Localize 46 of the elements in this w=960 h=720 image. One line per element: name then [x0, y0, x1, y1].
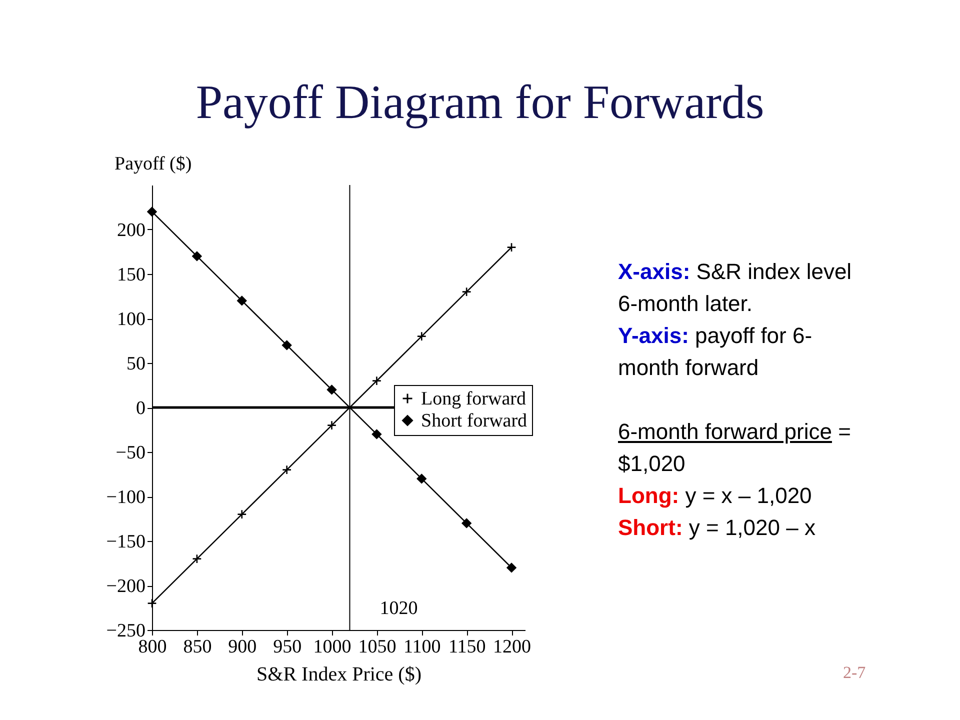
point: [416, 474, 426, 484]
text: Y-axis: payoff for 6-month forward: [618, 322, 814, 382]
legend-label: Short forward: [421, 410, 528, 432]
point: [326, 420, 337, 430]
point: [462, 518, 472, 528]
text: Short: y = 1,020 – x: [618, 514, 816, 542]
point: [147, 206, 157, 217]
point: [506, 562, 516, 573]
y-axis-title: Payoff ($): [114, 154, 192, 174]
y-tick-label: −150: [106, 532, 146, 552]
point: [237, 509, 247, 520]
y-tick-label: −50: [116, 442, 146, 464]
point: [506, 242, 516, 252]
y-tick-label: 100: [117, 309, 146, 330]
x-axis-title: S&R Index Price ($): [256, 664, 422, 686]
x-tick-label: 950: [273, 636, 302, 658]
x-tick-label: 1000: [313, 636, 352, 658]
text: X-axis: S&R index level 6-month later.: [618, 258, 853, 318]
point: [282, 340, 292, 350]
point: [372, 429, 382, 440]
x-tick-label: 1200: [493, 636, 532, 658]
point: [282, 464, 292, 475]
y-tick-label: −100: [106, 487, 146, 508]
point: [326, 384, 337, 395]
point: [416, 331, 426, 342]
x-tick-label: 1100: [403, 636, 441, 658]
x-tick-label: 900: [228, 636, 257, 658]
x-tick-label: 850: [183, 636, 212, 658]
point: [372, 376, 382, 386]
point: [192, 554, 202, 564]
text: 2-7: [843, 663, 866, 683]
y-tick-label: −200: [106, 576, 146, 597]
point: [147, 598, 157, 608]
point: [462, 286, 472, 297]
point: [192, 251, 202, 262]
point: [237, 296, 247, 306]
y-tick-label: 150: [117, 264, 146, 286]
y-tick-label: 200: [117, 220, 146, 241]
y-tick-label: 50: [126, 354, 146, 374]
x-tick-label: 1150: [448, 636, 486, 658]
x-tick-label: 1050: [358, 636, 396, 658]
ref-line-label: 1020: [380, 598, 418, 619]
chart-title: Payoff Diagram for Forwards: [194, 75, 766, 130]
y-tick-label: 0: [136, 398, 146, 419]
legend-label: Long forward: [421, 388, 526, 410]
text: Long: y = x – 1,020: [618, 482, 813, 510]
